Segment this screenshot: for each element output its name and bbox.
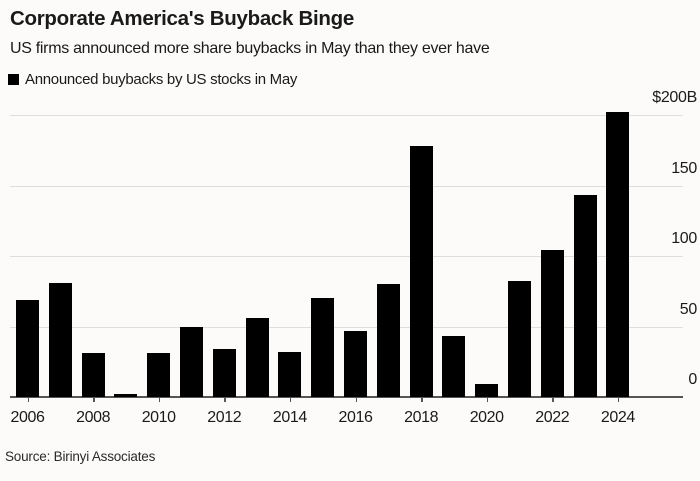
legend: Announced buybacks by US stocks in May xyxy=(8,71,297,88)
y-axis-label-0: 0 xyxy=(688,371,697,388)
bar-2020 xyxy=(475,384,499,397)
x-axis-tick-2008 xyxy=(93,397,95,402)
bar-2009 xyxy=(114,394,138,397)
x-axis-label-2006: 2006 xyxy=(10,409,45,426)
x-axis-label-2016: 2016 xyxy=(338,409,373,426)
x-axis-baseline xyxy=(10,396,683,398)
x-axis-tick-2012 xyxy=(224,397,226,402)
x-axis-tick-2006 xyxy=(27,397,29,402)
gridline-100 xyxy=(10,256,683,257)
x-axis-tick-2024 xyxy=(617,397,620,402)
legend-swatch-icon xyxy=(8,74,19,85)
bar-2017 xyxy=(376,284,400,397)
legend-label: Announced buybacks by US stocks in May xyxy=(25,71,298,88)
bar-2013 xyxy=(245,318,269,397)
bar-2010 xyxy=(147,353,171,397)
bar-2023 xyxy=(573,195,597,397)
x-axis-label-2018: 2018 xyxy=(404,409,439,426)
y-axis-label-100: 100 xyxy=(671,230,697,247)
x-axis-label-2010: 2010 xyxy=(141,409,176,426)
x-axis-tick-2022 xyxy=(552,397,554,402)
gridline-200 xyxy=(10,115,683,116)
bar-2016 xyxy=(344,330,367,397)
bar-2019 xyxy=(442,336,466,397)
x-axis-tick-2016 xyxy=(355,397,357,402)
x-axis-label-2012: 2012 xyxy=(207,409,242,426)
gridline-150 xyxy=(10,185,683,187)
x-axis-label-2020: 2020 xyxy=(469,409,504,426)
bar-2011 xyxy=(180,326,203,397)
bar-2018 xyxy=(409,146,433,397)
bar-2022 xyxy=(540,250,564,397)
bar-2012 xyxy=(212,349,236,397)
x-axis-label-2024: 2024 xyxy=(600,409,635,426)
bar-2015 xyxy=(311,298,335,397)
x-axis-tick-2010 xyxy=(158,397,161,402)
chart-subtitle: US firms announced more share buybacks i… xyxy=(10,40,490,57)
x-axis-label-2014: 2014 xyxy=(272,409,307,426)
bar-2024 xyxy=(606,112,630,397)
x-axis-label-2022: 2022 xyxy=(535,409,570,426)
bar-2021 xyxy=(508,281,531,397)
gridline-50 xyxy=(10,326,683,328)
chart-title: Corporate America's Buyback Binge xyxy=(10,7,354,30)
bar-2006 xyxy=(16,299,39,397)
x-axis-label-2008: 2008 xyxy=(76,409,111,426)
bar-2008 xyxy=(81,353,105,397)
bar-2007 xyxy=(48,282,72,397)
y-axis-label-150: 150 xyxy=(671,159,697,177)
y-axis-label-200: $200B xyxy=(652,89,697,106)
x-axis-tick-2018 xyxy=(421,397,423,402)
y-axis-label-50: 50 xyxy=(679,300,698,318)
source-note: Source: Birinyi Associates xyxy=(5,449,156,464)
x-axis-tick-2014 xyxy=(289,397,292,402)
bar-2014 xyxy=(278,351,302,397)
x-axis-tick-2020 xyxy=(486,397,489,402)
